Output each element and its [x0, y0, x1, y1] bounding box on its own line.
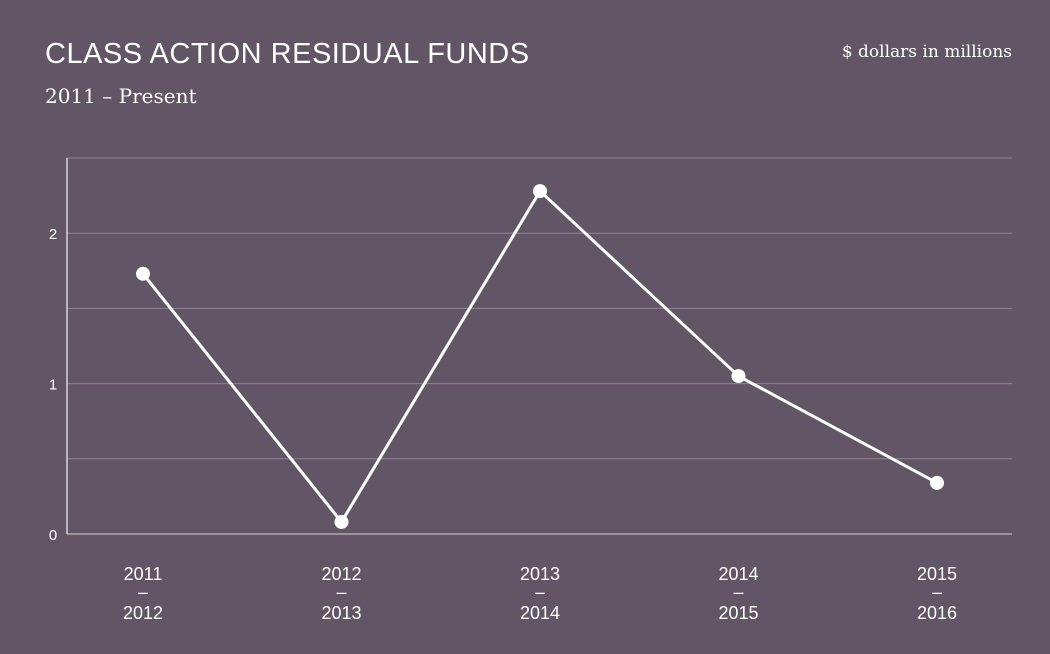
data-point	[136, 266, 150, 281]
x-tick-label-line: –	[535, 582, 545, 602]
x-tick-label-line: 2012	[321, 564, 361, 584]
x-axis-ticks: 2011–20122012–20132013–20142014–20152015…	[123, 564, 957, 623]
x-tick-label: 2011–2012	[123, 564, 163, 623]
y-axis-ticks: 0 1 2	[49, 226, 57, 544]
x-tick-label-line: –	[336, 582, 346, 602]
x-tick-label-line: 2011	[124, 564, 163, 584]
y-tick-label: 0	[49, 527, 57, 544]
data-point	[334, 514, 349, 529]
data-points	[136, 184, 944, 529]
x-tick-label-line: 2016	[917, 603, 957, 623]
units-label: $ dollars in millions	[841, 42, 1012, 62]
x-tick-label-line: 2013	[321, 603, 361, 623]
y-tick-label: 1	[49, 377, 57, 394]
x-tick-label-line: 2014	[718, 564, 758, 584]
series-line	[141, 189, 938, 524]
x-tick-label: 2012–2013	[321, 564, 361, 623]
x-tick-label: 2013–2014	[520, 564, 560, 623]
x-tick-label-line: 2015	[917, 564, 957, 584]
y-tick-label: 2	[49, 226, 57, 243]
x-tick-label-line: 2012	[123, 603, 163, 623]
x-tick-label: 2014–2015	[718, 564, 758, 623]
x-tick-label-line: –	[138, 582, 148, 602]
x-tick-label-line: –	[733, 582, 743, 602]
chart-title: CLASS ACTION RESIDUAL FUNDS	[45, 38, 530, 70]
gridlines	[67, 157, 1012, 535]
x-tick-label-line: 2014	[520, 603, 560, 623]
x-tick-label-line: –	[932, 582, 942, 602]
data-point	[930, 475, 944, 490]
x-tick-label-line: 2013	[520, 564, 560, 584]
data-point	[731, 369, 746, 384]
chart-subtitle: 2011 – Present	[45, 84, 197, 108]
data-point	[533, 184, 547, 199]
x-tick-label: 2015–2016	[917, 564, 957, 623]
x-tick-label-line: 2015	[718, 603, 758, 623]
